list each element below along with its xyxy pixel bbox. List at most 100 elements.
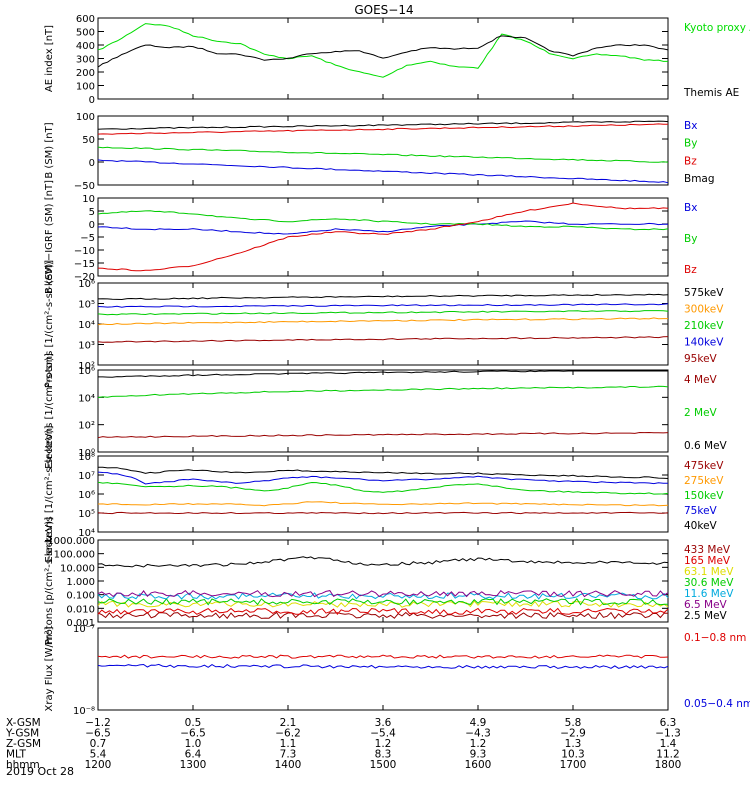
x-axis-table: 2019 Oct 28 X-GSM −1.2 0.5 2.1 3.6 4.9 5.8 6.3 Y… — [5, 717, 681, 778]
plot-frame — [97, 115, 669, 186]
legend-entry: 140keV — [684, 337, 724, 349]
series-line-3 — [98, 370, 668, 378]
y-tick-label: 300 — [76, 55, 95, 66]
legend-entry: 210keV — [684, 320, 724, 332]
axis-row-value: 1400 — [275, 759, 302, 771]
axis-row-value: 1600 — [465, 759, 492, 771]
legend-entry: 275keV — [684, 475, 724, 487]
y-tick-label: 0 — [89, 158, 95, 169]
axis-row-value: 7.3 — [280, 749, 297, 761]
panel-5: 10⁰ 10² 10⁴ 10⁶ Electrons [1/(cm²-s-sr)] 4 Me… — [44, 353, 728, 469]
series-line-3 — [97, 481, 669, 495]
y-axis-label: B (SM) [nT] — [44, 122, 55, 178]
y-tick-label: 400 — [76, 41, 95, 52]
plot-frame — [97, 455, 669, 533]
series-line-4 — [97, 471, 669, 485]
series-line-1 — [97, 511, 669, 515]
axis-row-label: MLT — [6, 749, 26, 761]
axis-row-label: Z-GSM — [6, 738, 41, 750]
y-tick-label: 1.000 — [66, 577, 95, 588]
plot-frame — [97, 627, 669, 711]
axis-row-value: −2.9 — [560, 728, 586, 740]
axis-row-value: 6.4 — [185, 749, 202, 761]
series-line-2 — [97, 317, 668, 326]
series-line-3 — [97, 202, 669, 272]
y-tick-label: 50 — [82, 135, 95, 146]
legend-entry: By — [684, 138, 697, 150]
axis-row-label: Y-GSM — [5, 728, 39, 740]
y-tick-label: 500 — [76, 28, 95, 39]
y-tick-label: 10 — [82, 194, 95, 205]
axis-row-value: 4.9 — [470, 717, 487, 729]
panel-8: 10⁻⁸ 10⁻⁷ Xray Flux [W/m²] 0.1−0.8 nm 0.05−0… — [44, 624, 750, 717]
y-tick-label: 0.001 — [66, 618, 95, 629]
y-axis-label: Xray Flux [W/m²] — [44, 626, 55, 711]
axis-row-value: 11.2 — [656, 749, 679, 761]
y-tick-label: 600 — [76, 14, 95, 25]
y-tick-label: 10⁴ — [78, 393, 95, 404]
axis-row-value: −4.3 — [465, 728, 491, 740]
legend-entry: 30.6 MeV — [684, 577, 734, 589]
series-line-2 — [97, 501, 669, 507]
panel-6: 10⁴ 10⁵ 10⁶ 10⁷ 10⁸ Electrons [1/(cm²-s-sr-ke… — [44, 425, 724, 562]
axis-row-value: −1.2 — [85, 717, 111, 729]
axis-row-value: 3.6 — [375, 717, 392, 729]
series-line-2 — [97, 385, 669, 399]
series-line-2 — [97, 35, 669, 68]
y-tick-label: 0 — [89, 95, 95, 106]
axis-row-value: −5.4 — [370, 728, 396, 740]
legend-entry: Themis AE — [683, 87, 739, 99]
legend-entry: Bx — [684, 120, 697, 132]
legend-entry: Bz — [684, 155, 697, 167]
y-axis-label: Protons [1/(cm²-s-sr-keV)] — [44, 260, 55, 388]
y-tick-label: 100 — [76, 112, 95, 123]
y-tick-label: 10² — [78, 421, 95, 432]
series-line-2 — [97, 663, 669, 669]
y-tick-label: 10⁻⁸ — [73, 706, 95, 717]
axis-row-value: 5.4 — [90, 749, 107, 761]
y-tick-label: 10⁵ — [78, 300, 95, 311]
legend-entry: 2 MeV — [684, 407, 718, 419]
y-tick-label: 10⁰ — [78, 448, 95, 459]
axis-row-value: 1.1 — [280, 738, 297, 750]
series-line-2 — [97, 210, 669, 231]
legend-entry: 475keV — [684, 460, 724, 472]
axis-row-label: X-GSM — [6, 717, 41, 729]
legend-entry: 165 MeV — [684, 555, 731, 567]
panel-1: 0 100 200 300 400 500 600 AE index [nT] Kyoto pr… — [44, 14, 750, 106]
legend-entry: Bmag — [684, 173, 715, 185]
y-tick-label: 10⁴ — [78, 528, 95, 539]
y-tick-label: 10² — [78, 361, 95, 372]
axis-row-value: −1.3 — [655, 728, 681, 740]
axis-row-value: 1300 — [180, 759, 207, 771]
axis-row-value: 10.3 — [561, 749, 584, 761]
y-axis-label: Protons [p/(cm²-s-sr-keV)] — [44, 517, 55, 645]
series-line-6 — [97, 590, 669, 598]
axis-row-value: 0.5 — [185, 717, 202, 729]
legend-entry: 433 MeV — [684, 544, 731, 556]
axis-row-value: 1.4 — [660, 738, 677, 750]
axis-row-value: 1.2 — [375, 738, 392, 750]
series-line-5 — [97, 336, 669, 343]
series-line-1 — [97, 654, 669, 659]
axis-row-value: −6.5 — [85, 728, 111, 740]
y-tick-label: −10 — [74, 246, 95, 257]
y-tick-label: 100 — [76, 82, 95, 93]
y-tick-label: 0.010 — [66, 604, 95, 615]
legend-entry: 11.6 MeV — [684, 588, 734, 600]
legend-entry: 150keV — [684, 490, 724, 502]
y-tick-label: −15 — [74, 259, 95, 270]
axis-row-value: 1500 — [370, 759, 397, 771]
series-line-3 — [97, 600, 669, 608]
series-line-1 — [97, 23, 668, 78]
series-line-1 — [97, 293, 669, 301]
y-tick-label: 10⁵ — [78, 509, 95, 520]
legend-entry: 4 MeV — [684, 374, 718, 386]
series-line-1 — [97, 220, 669, 235]
legend-entry: Bz — [684, 264, 697, 276]
series-line-5 — [97, 466, 669, 479]
series-line-2 — [97, 146, 669, 163]
axis-row-value: −6.2 — [275, 728, 301, 740]
